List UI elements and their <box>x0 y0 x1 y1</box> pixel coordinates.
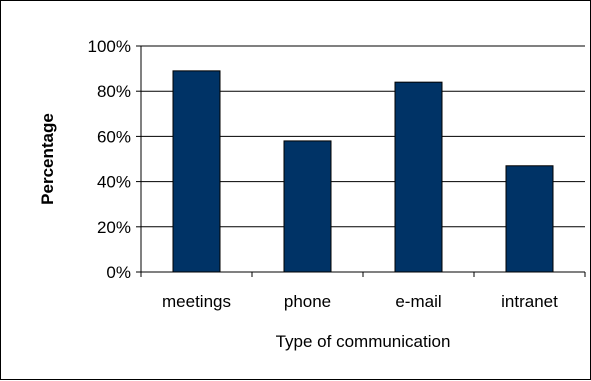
y-tick-label: 80% <box>97 82 131 101</box>
labels: 0% 20% 40% 60% 80% 100% meetings phone e-mail int… <box>88 37 559 311</box>
bar <box>505 165 554 273</box>
y-axis-title: Percentage <box>38 113 57 205</box>
y-tick-label: 100% <box>88 37 131 56</box>
y-tick-label: 40% <box>97 173 131 192</box>
bar <box>283 140 332 273</box>
y-tick-label: 0% <box>106 263 131 282</box>
x-tick-label: meetings <box>162 292 231 311</box>
y-tick-label: 60% <box>97 127 131 146</box>
x-tick-label: e-mail <box>395 292 441 311</box>
y-tick-label: 20% <box>97 218 131 237</box>
x-tick-label: intranet <box>501 292 558 311</box>
x-tick-label: phone <box>284 292 331 311</box>
bars <box>172 70 554 273</box>
bar <box>394 81 443 273</box>
bar <box>172 70 221 273</box>
axes <box>136 45 586 277</box>
x-axis-title: Type of communication <box>276 332 451 351</box>
